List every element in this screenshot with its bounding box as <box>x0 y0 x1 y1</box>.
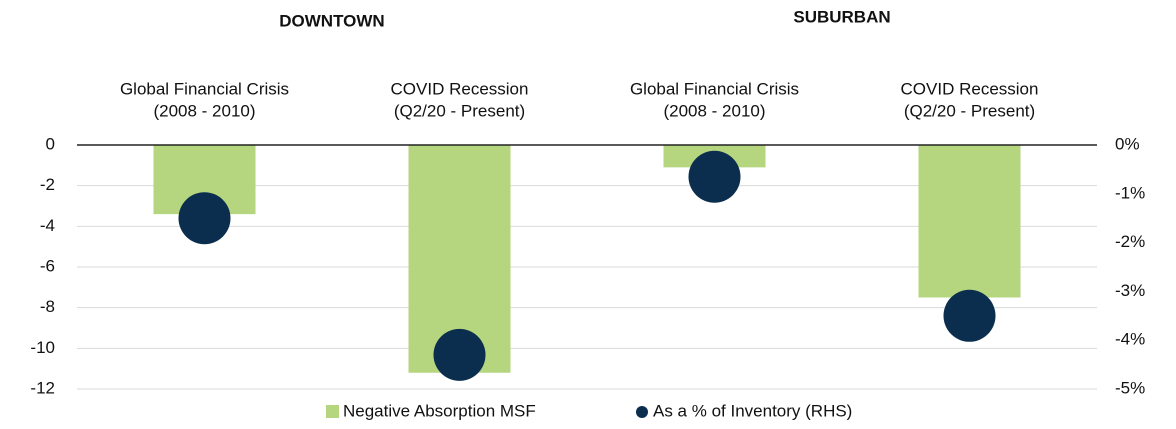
category-label: Global Financial Crisis <box>120 79 289 98</box>
legend-swatch <box>326 405 339 418</box>
y-tick-label: -6 <box>40 256 55 275</box>
y2-tick-label: 0% <box>1115 134 1140 153</box>
group-title: SUBURBAN <box>793 7 890 26</box>
y2-tick-label: -5% <box>1115 378 1145 397</box>
dot <box>178 192 231 245</box>
dot <box>688 150 741 203</box>
group-title: DOWNTOWN <box>279 11 384 30</box>
legend-label: As a % of Inventory (RHS) <box>653 401 852 420</box>
y-tick-label: -12 <box>30 378 55 397</box>
category-label: (Q2/20 - Present) <box>394 101 525 120</box>
legend-swatch <box>636 406 648 418</box>
y2-tick-label: -4% <box>1115 330 1145 349</box>
category-label: (2008 - 2010) <box>663 101 765 120</box>
dot <box>943 289 996 342</box>
y-tick-label: -2 <box>40 175 55 194</box>
y-tick-label: -8 <box>40 297 55 316</box>
y2-tick-label: -3% <box>1115 281 1145 300</box>
y-tick-label: -10 <box>30 338 55 357</box>
bar <box>918 145 1021 298</box>
category-label: (2008 - 2010) <box>153 101 255 120</box>
y2-tick-label: -1% <box>1115 183 1145 202</box>
category-label: COVID Recession <box>901 79 1039 98</box>
category-label: Global Financial Crisis <box>630 79 799 98</box>
y-tick-label: -4 <box>40 216 55 235</box>
category-label: (Q2/20 - Present) <box>904 101 1035 120</box>
y-tick-label: 0 <box>46 134 55 153</box>
legend-label: Negative Absorption MSF <box>343 401 536 420</box>
y2-tick-label: -2% <box>1115 232 1145 251</box>
dot <box>433 328 486 381</box>
category-label: COVID Recession <box>391 79 529 98</box>
